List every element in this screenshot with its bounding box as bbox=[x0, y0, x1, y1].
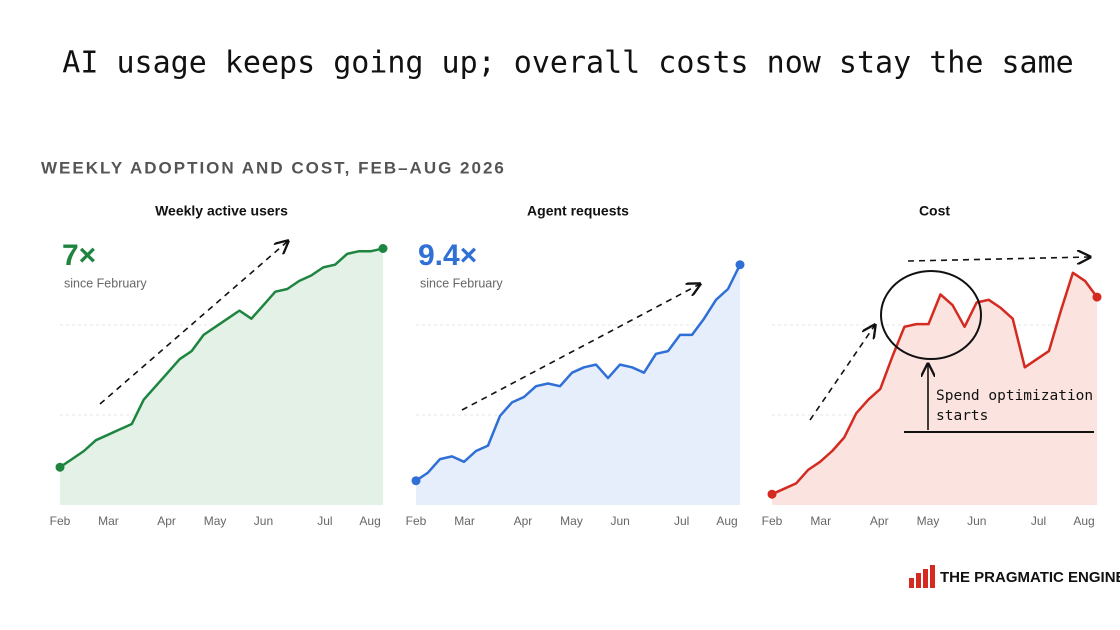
subtitle: WEEKLY ADOPTION AND COST, FEB–AUG 2026 bbox=[41, 158, 506, 177]
headline-note: since February bbox=[64, 276, 147, 290]
panel-title: Weekly active users bbox=[155, 203, 288, 219]
x-tick-label: Mar bbox=[98, 514, 119, 528]
line bbox=[59, 247, 384, 469]
area bbox=[416, 264, 740, 505]
end-point bbox=[735, 260, 745, 270]
end-point bbox=[767, 489, 777, 499]
x-tick-label: May bbox=[917, 514, 940, 528]
line bbox=[415, 264, 742, 482]
end-point bbox=[55, 462, 65, 472]
x-tick-label: Aug bbox=[359, 514, 380, 528]
brand-logo bbox=[909, 565, 935, 588]
panel-title: Agent requests bbox=[527, 203, 629, 219]
area bbox=[60, 248, 383, 505]
end-point bbox=[1092, 292, 1102, 302]
brand: THE PRAGMATIC ENGINEER bbox=[940, 569, 1120, 586]
area bbox=[772, 272, 1097, 505]
headline: 7× bbox=[62, 239, 96, 272]
x-tick-label: Jul bbox=[317, 514, 332, 528]
x-tick-label: Apr bbox=[870, 514, 889, 528]
x-tick-label: Feb bbox=[50, 514, 71, 528]
sketch-annotations bbox=[99, 241, 1094, 433]
x-tick-label: Jul bbox=[674, 514, 689, 528]
headline-note: since February bbox=[420, 276, 503, 290]
x-tick-label: Jun bbox=[254, 514, 273, 528]
x-tick-label: Jun bbox=[610, 514, 629, 528]
x-tick-label: Apr bbox=[514, 514, 533, 528]
line bbox=[771, 271, 1099, 496]
end-point bbox=[378, 244, 388, 253]
x-tick-label: Aug bbox=[1073, 514, 1094, 528]
x-tick-label: Mar bbox=[810, 514, 831, 528]
x-tick-label: Feb bbox=[762, 514, 783, 528]
x-tick-label: Jun bbox=[967, 514, 986, 528]
x-tick-label: Feb bbox=[406, 514, 427, 528]
title: AI usage keeps going up; overall costs n… bbox=[62, 46, 1073, 81]
x-tick-label: May bbox=[560, 514, 583, 528]
x-tick-label: Mar bbox=[454, 514, 475, 528]
x-tick-label: Aug bbox=[716, 514, 737, 528]
headline: 9.4× bbox=[418, 239, 477, 272]
panel-title: Cost bbox=[919, 203, 950, 219]
end-point bbox=[411, 476, 421, 486]
x-tick-label: Apr bbox=[157, 514, 176, 528]
x-tick-label: Jul bbox=[1031, 514, 1046, 528]
annotation: Spend optimization starts bbox=[936, 388, 1094, 424]
x-tick-label: May bbox=[204, 514, 227, 528]
